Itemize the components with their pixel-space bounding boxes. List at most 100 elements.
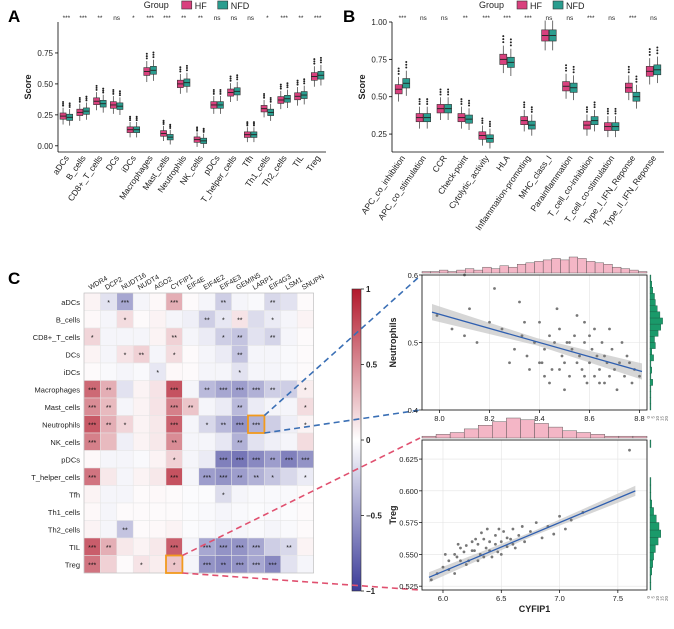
hist-right-bar: [649, 499, 652, 508]
scatter-point: [610, 347, 614, 351]
outlier-nfd: [509, 44, 512, 47]
scatter-point: [575, 361, 579, 365]
hist-top-bar: [560, 259, 570, 274]
scatter-point: [441, 565, 445, 569]
heatmap-cell-star: **: [221, 562, 227, 569]
heatmap-cell: [83, 292, 101, 311]
x-tick-label: 8.6: [584, 414, 594, 423]
outlier-nfd: [572, 65, 575, 68]
scatter-point: [488, 540, 492, 544]
hist-top-bar: [586, 261, 596, 274]
heatmap-cell: [182, 362, 200, 381]
panel-scatter2: 6.0 6.5 7.0 7.5 0.625 0.600 0.575 0.550 0.525 CYF…: [388, 417, 669, 614]
scatter-point: [482, 537, 486, 541]
scatter-point: [540, 536, 544, 540]
scatter-point: [583, 341, 586, 344]
heatmap-cell: [149, 520, 167, 539]
outlier-nfd: [635, 75, 638, 78]
y-tick-label: 0.50: [371, 93, 387, 102]
scatter-point: [628, 448, 631, 452]
scatter-point: [534, 521, 538, 525]
y-tick-label: 0.50: [37, 80, 53, 89]
outlier-hf: [78, 100, 81, 103]
hist-top-bar: [435, 434, 451, 439]
heatmap-cell: [83, 345, 101, 364]
outlier-nfd: [426, 100, 429, 103]
scatter-point: [470, 540, 474, 544]
hist-right-bar: [649, 323, 662, 331]
outlier-hf: [112, 92, 115, 95]
heatmap-cell: [296, 345, 314, 364]
heatmap-cell: [116, 555, 134, 574]
heatmap-cell-star: *: [304, 422, 307, 429]
outlier-nfd: [447, 90, 450, 93]
heatmap-row-label: Neutrophils: [42, 420, 80, 429]
connector-blue-bottom: [264, 409, 421, 434]
hist-top-bar: [562, 430, 577, 439]
outlier-nfd: [614, 107, 617, 110]
heatmap-cell-star: **: [237, 475, 243, 482]
heatmap-cell-star: ***: [88, 405, 96, 412]
heatmap-cell-star: **: [171, 440, 177, 447]
outlier-hf: [229, 75, 232, 78]
heatmap-cell-star: *: [222, 335, 225, 342]
outlier-hf: [129, 115, 132, 118]
significance-label: **: [298, 15, 304, 22]
heatmap-cell: [116, 450, 134, 469]
heatmap-cell: [149, 502, 167, 521]
regression-line: [431, 311, 643, 373]
outlier-hf: [502, 38, 505, 41]
hist-top-bar: [603, 264, 613, 274]
outlier-hf: [246, 121, 249, 124]
scatter-point: [625, 354, 629, 358]
heatmap-cell-star: ***: [236, 422, 244, 429]
outlier-nfd: [656, 52, 659, 55]
hist-right-bar: [649, 522, 660, 531]
heatmap-cell: [247, 292, 265, 311]
heatmap-cell: [182, 292, 200, 311]
scatter-point: [474, 537, 478, 541]
heatmap-cell: [149, 485, 167, 504]
hist-right-bar: [649, 477, 652, 486]
outlier-nfd: [135, 115, 138, 118]
connector-red-top: [182, 437, 421, 557]
significance-label: *: [132, 15, 135, 22]
scatter-point: [459, 546, 462, 550]
x-tick-label: Tfh: [240, 153, 255, 169]
heatmap-cell: [247, 502, 265, 521]
outlier-hf: [62, 102, 65, 105]
heatmap-cell-star: ***: [88, 422, 96, 429]
hist-right-bar: [649, 336, 655, 343]
y-tick-label: 0.5: [408, 339, 418, 348]
heatmap-cell: [280, 310, 298, 329]
outlier-nfd: [635, 80, 638, 83]
hist-top-bar: [620, 268, 630, 274]
hist-right-bar: [649, 372, 652, 380]
heatmap-cell-star: *: [140, 562, 143, 569]
heatmap-row-label: B_cells: [56, 315, 80, 324]
scatter-point: [435, 314, 439, 317]
heatmap-cell: [247, 362, 265, 381]
y-tick-label: 0.625: [399, 455, 418, 464]
hist-right-tick-label: 0: [646, 416, 651, 419]
heatmap-cell-star: ***: [170, 405, 178, 412]
heatmap-cell: [116, 362, 134, 381]
hist-right-tick-label: 15: [660, 596, 665, 602]
hist-top-bar: [594, 262, 604, 274]
scatter-point: [630, 381, 634, 385]
x-tick-label: Treg: [304, 153, 322, 173]
heatmap-cell: [182, 310, 200, 329]
heatmap-cell-star: ***: [301, 457, 309, 464]
heatmap-cell: [149, 467, 167, 486]
scatter-point: [447, 559, 451, 563]
heatmap-cell: [132, 310, 150, 329]
outlier-nfd: [68, 102, 71, 105]
scatter-point: [493, 287, 496, 290]
outlier-hf: [112, 88, 115, 91]
outlier-hf: [627, 71, 630, 74]
heatmap-cell-star: **: [237, 405, 243, 412]
heatmap-cell-star: *: [206, 422, 209, 429]
colorbar-tick-label: 0: [366, 436, 371, 445]
outlier-hf: [481, 121, 484, 124]
y-axis-label: Score: [23, 74, 33, 99]
